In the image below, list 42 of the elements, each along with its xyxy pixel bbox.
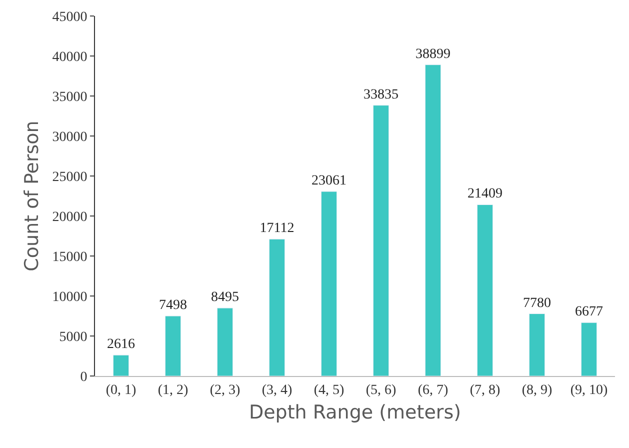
bar	[320, 191, 338, 376]
bar	[580, 322, 598, 376]
data-label: 23061	[312, 174, 346, 189]
y-tick-label: 25000	[52, 170, 88, 185]
y-tick-label: 0	[80, 370, 88, 385]
bar	[476, 204, 494, 376]
y-tick-label: 20000	[52, 210, 88, 225]
y-tick-label: 30000	[52, 130, 88, 145]
bar	[372, 105, 390, 376]
data-label: 7498	[159, 298, 187, 314]
y-tick-label: 15000	[52, 250, 88, 265]
y-tick-label: 35000	[52, 90, 88, 105]
x-tick-label: (3, 4)	[262, 382, 292, 398]
x-tick-label: (6, 7)	[418, 382, 448, 398]
bar	[112, 354, 130, 376]
data-label: 33835	[364, 87, 398, 102]
y-tick-label: 45000	[52, 10, 88, 25]
y-tick-label: 5000	[59, 330, 88, 345]
x-axis-title: Depth Range (meters)	[248, 402, 462, 424]
bar	[424, 64, 442, 376]
x-tick-label: (0, 1)	[106, 382, 136, 398]
data-label: 8495	[211, 290, 239, 306]
data-label: 17112	[260, 221, 294, 236]
bar	[268, 238, 286, 376]
bar	[164, 316, 182, 376]
data-label: 2616	[107, 337, 135, 352]
bar	[528, 314, 546, 376]
data-label: 7780	[523, 296, 551, 311]
x-tick-label: (2, 3)	[210, 382, 240, 398]
x-tick-label: (4, 5)	[314, 382, 344, 398]
data-label: 6677	[575, 304, 603, 320]
bar	[216, 308, 234, 376]
x-tick-label: (5, 6)	[366, 382, 396, 398]
y-tick-label: 10000	[52, 290, 88, 305]
data-label: 38899	[416, 46, 450, 62]
y-tick-label: 40000	[52, 50, 88, 65]
x-tick-label: (9, 10)	[570, 382, 608, 398]
x-tick-label: (1, 2)	[158, 382, 188, 398]
y-axis-title: Count of Person	[21, 120, 44, 272]
x-tick-label: (8, 9)	[522, 382, 552, 398]
x-tick-label: (7, 8)	[470, 382, 500, 398]
data-label: 21409	[468, 186, 502, 202]
